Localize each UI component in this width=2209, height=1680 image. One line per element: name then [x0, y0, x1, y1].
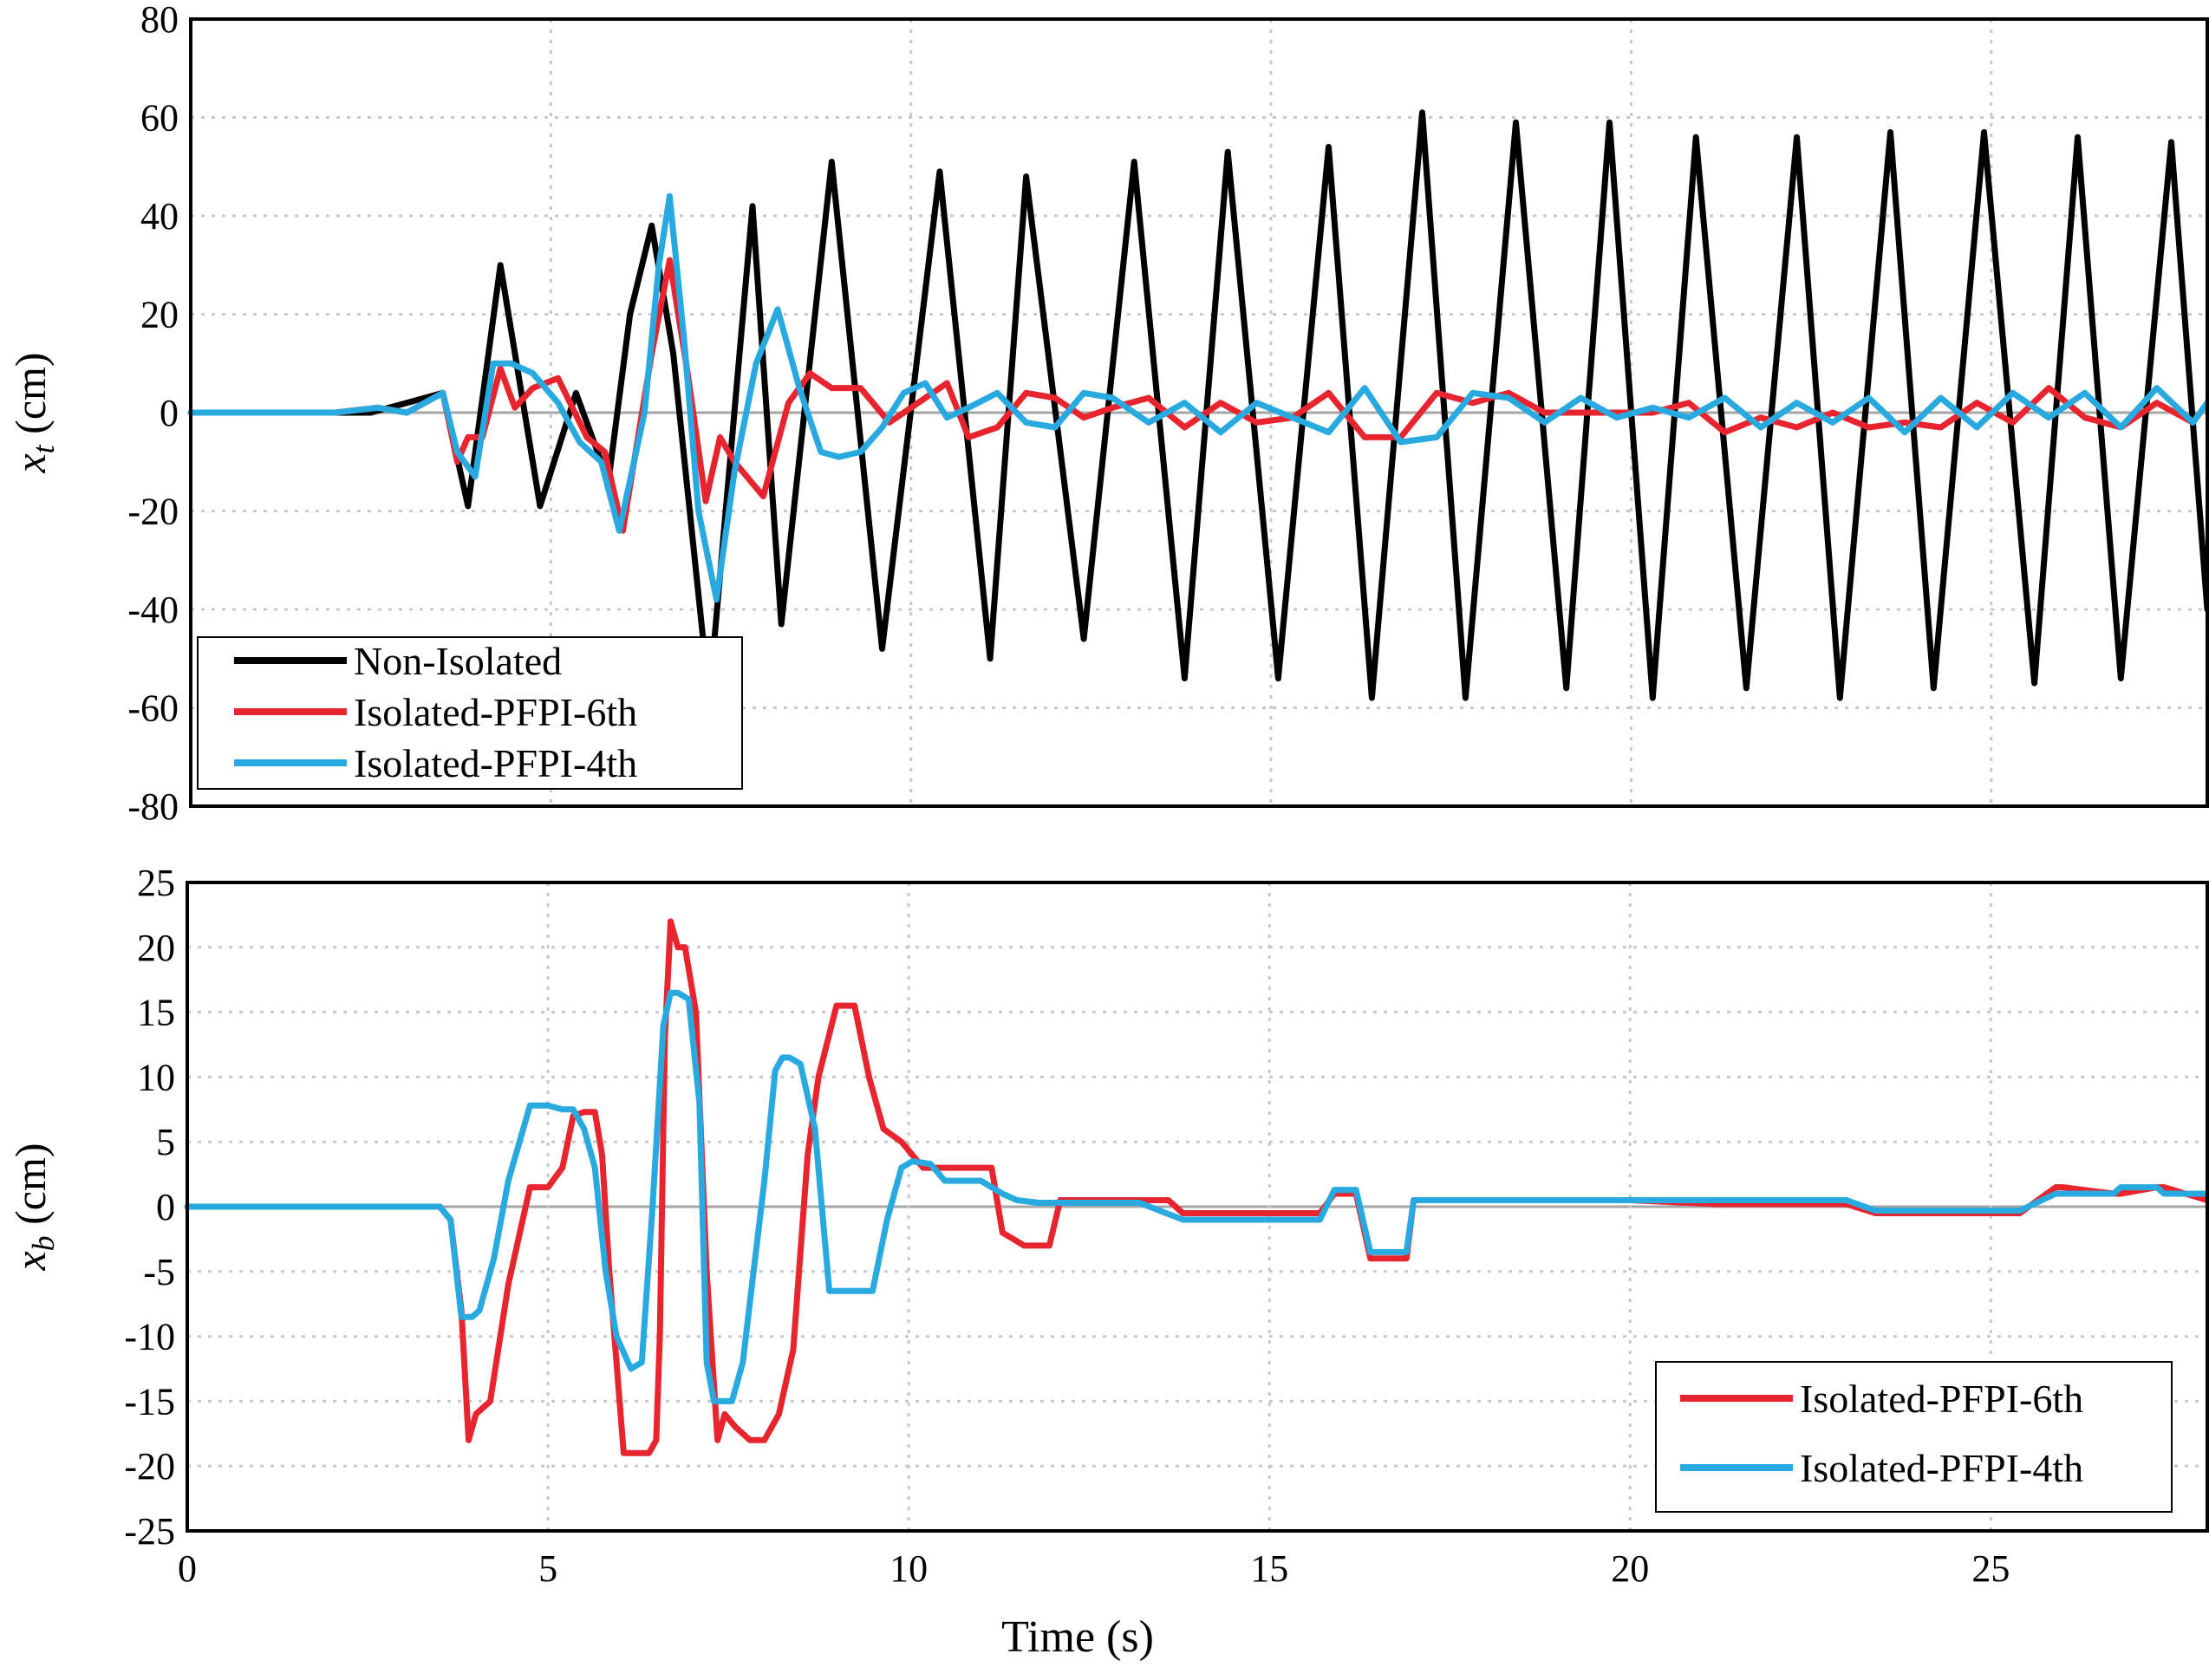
bottom-y-tick-label: 10	[137, 1056, 175, 1098]
bottom-y-axis-var: x	[6, 1251, 55, 1271]
bottom-x-tick-label: 25	[1971, 1547, 2010, 1590]
legend-label-bottom-pfpi-6th: Isolated-PFPI-6th	[1800, 1377, 2083, 1421]
bottom-x-tick-labels: 0 5 10 15 20 25	[178, 1547, 2010, 1590]
bottom-series-isolated-pfpi-4th	[184, 989, 2209, 1404]
top-y-tick-labels: -80 -60 -40 -20 0 20 40 60 80	[127, 0, 179, 828]
top-y-tick-label: -80	[127, 785, 179, 828]
top-series	[187, 109, 2209, 701]
top-y-tick-label: -20	[127, 491, 179, 533]
top-series-non-isolated	[187, 109, 2209, 701]
bottom-panel: -25 -20 -15 -10 -5 0 5 10 15 20 25 0 5 10 15 20 25 xb (…	[6, 862, 2209, 1662]
top-y-axis-unit: (cm)	[6, 352, 55, 445]
top-y-axis-var: x	[6, 453, 55, 473]
top-panel: -80 -60 -40 -20 0 20 40 60 80 xt (cm) Non-Isolat…	[6, 0, 2209, 828]
bottom-legend: Isolated-PFPI-6th Isolated-PFPI-4th	[1655, 1361, 2173, 1513]
bottom-x-tick-label: 10	[889, 1547, 928, 1590]
top-series-isolated-pfpi-4th	[187, 192, 2209, 603]
bottom-y-tick-label: 15	[137, 992, 175, 1034]
bottom-y-tick-label: -10	[124, 1316, 175, 1358]
bottom-y-tick-label: -25	[124, 1510, 175, 1553]
legend-label-non-isolated: Non-Isolated	[354, 639, 562, 683]
bottom-y-axis-sub: b	[26, 1235, 61, 1251]
bottom-y-tick-label: 0	[156, 1186, 175, 1228]
top-y-tick-label: 60	[140, 97, 179, 140]
top-plot-border	[189, 17, 2209, 808]
bottom-x-tick-label: 0	[178, 1547, 197, 1590]
bottom-series	[184, 918, 2209, 1456]
top-y-axis-label: xt (cm)	[6, 352, 61, 473]
bottom-y-axis-label: xb (cm)	[6, 1143, 61, 1271]
bottom-y-tick-label: -15	[124, 1380, 175, 1423]
bottom-y-tick-label: -5	[143, 1251, 175, 1293]
bottom-x-tick-label: 20	[1611, 1547, 1649, 1590]
top-y-tick-label: -40	[127, 589, 179, 631]
top-y-tick-label: 40	[140, 195, 179, 238]
bottom-y-axis-unit: (cm)	[6, 1143, 55, 1235]
top-y-tick-label: 20	[140, 294, 179, 336]
bottom-y-tick-label: 25	[137, 862, 175, 904]
bottom-y-tick-label: 20	[137, 927, 175, 969]
top-y-axis-sub: t	[26, 444, 61, 453]
top-y-tick-label: 0	[160, 392, 179, 434]
bottom-y-tick-label: -20	[124, 1445, 175, 1488]
bottom-y-tick-labels: -25 -20 -15 -10 -5 0 5 10 15 20 25	[124, 862, 175, 1553]
top-y-tick-label: -60	[127, 687, 179, 730]
top-y-tick-label: 80	[140, 0, 179, 41]
legend-label-bottom-pfpi-4th: Isolated-PFPI-4th	[1800, 1446, 2083, 1490]
bottom-y-tick-label: 5	[156, 1121, 175, 1163]
bottom-plot-border	[186, 881, 2209, 1533]
bottom-legend-box	[1655, 1361, 2173, 1513]
bottom-x-tick-label: 15	[1250, 1547, 1288, 1590]
legend-label-pfpi-6th: Isolated-PFPI-6th	[354, 690, 637, 734]
top-legend: Non-Isolated Isolated-PFPI-6th Isolated-…	[197, 636, 743, 790]
bottom-x-axis-label: Time (s)	[1001, 1612, 1154, 1662]
legend-label-pfpi-4th: Isolated-PFPI-4th	[354, 741, 637, 785]
bottom-x-tick-label: 5	[538, 1547, 557, 1590]
